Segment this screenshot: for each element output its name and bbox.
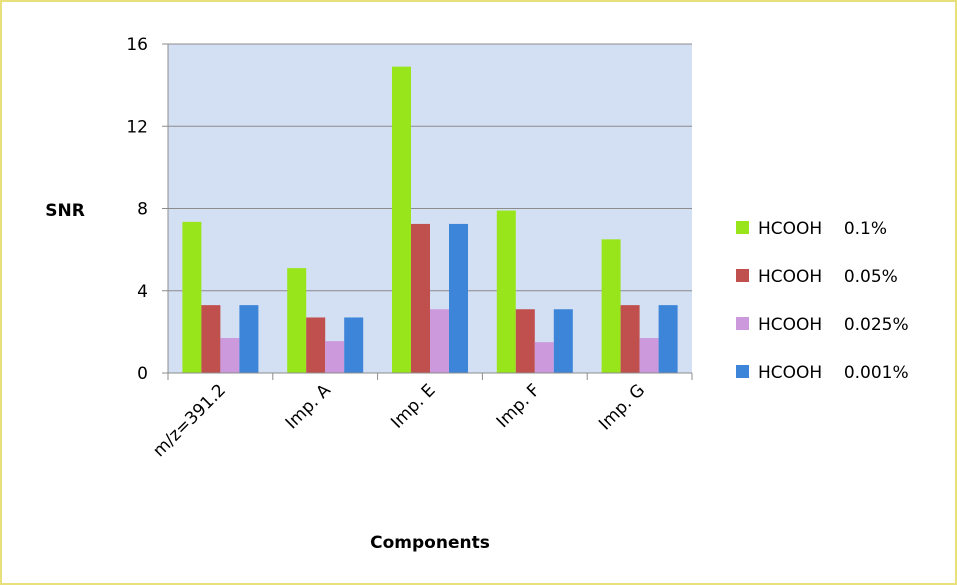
bar — [220, 338, 240, 373]
bar — [620, 305, 640, 373]
bar — [639, 338, 659, 373]
bar — [601, 239, 621, 373]
axes — [162, 43, 693, 380]
legend-label: HCOOH 0.001% — [758, 363, 909, 383]
bar — [534, 342, 554, 373]
bar — [553, 309, 573, 373]
bar — [239, 305, 259, 373]
legend-label: HCOOH 0.05% — [758, 267, 898, 287]
bar — [515, 309, 535, 373]
x-axis-title: Components — [370, 533, 490, 553]
y-tick-label: 0 — [137, 364, 148, 384]
x-tick-label: Imp. E — [387, 380, 439, 432]
bar — [430, 309, 449, 373]
bar — [325, 341, 345, 373]
x-tick-label: Imp. G — [595, 380, 649, 434]
y-tick-label: 16 — [126, 35, 148, 55]
y-tick-labels: 0 4 8 12 16 — [126, 35, 148, 384]
bar — [449, 223, 468, 373]
bar — [201, 305, 221, 373]
legend-label: HCOOH 0.1% — [758, 219, 887, 239]
legend-label: HCOOH 0.025% — [758, 315, 909, 335]
bar — [411, 223, 430, 373]
legend-swatch — [736, 317, 749, 330]
y-axis-title: SNR — [45, 201, 85, 221]
bar — [344, 317, 364, 373]
bar — [658, 305, 678, 373]
bars — [182, 66, 678, 374]
legend: HCOOH 0.1% HCOOH 0.05% HCOOH 0.025% HCOOH 0… — [736, 219, 909, 383]
legend-swatch — [736, 221, 749, 234]
x-tick-label: Imp. F — [493, 380, 545, 432]
bar — [306, 317, 326, 373]
y-tick-label: 12 — [126, 117, 148, 137]
legend-swatch — [736, 365, 749, 378]
y-tick-label: 4 — [137, 282, 148, 302]
x-tick-labels: m/z=391.2 Imp. A Imp. E Imp. F Imp. G — [149, 380, 649, 461]
bar — [392, 66, 411, 374]
bar — [496, 210, 516, 373]
bar — [182, 221, 202, 373]
x-tick-label: Imp. A — [282, 380, 335, 433]
x-tick-label: m/z=391.2 — [149, 380, 230, 461]
legend-swatch — [736, 269, 749, 282]
bar — [287, 268, 307, 373]
y-tick-label: 8 — [137, 200, 148, 220]
